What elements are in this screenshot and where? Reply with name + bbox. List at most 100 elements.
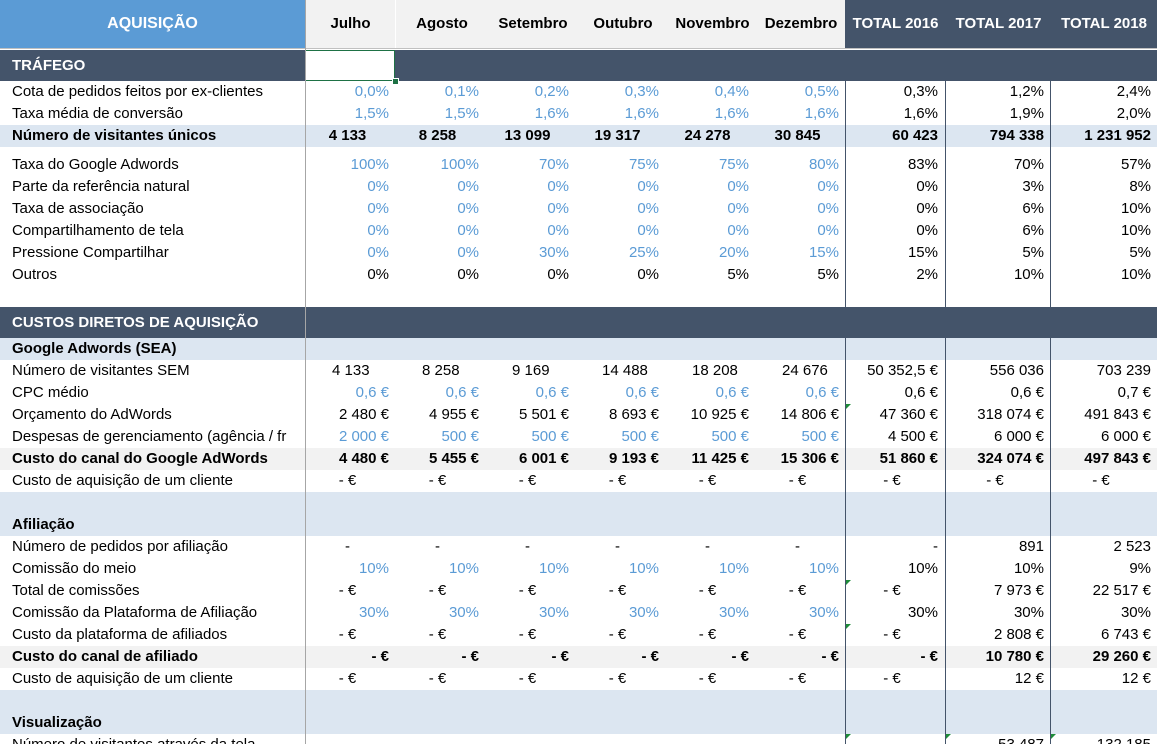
- selected-cell[interactable]: [305, 50, 395, 81]
- header-month-5[interactable]: Dezembro: [757, 0, 845, 48]
- row-value[interactable]: - €: [518, 670, 537, 687]
- row-value[interactable]: 12 €: [1121, 670, 1151, 687]
- row-value[interactable]: - €: [428, 582, 447, 599]
- row-value[interactable]: 24 278: [684, 127, 731, 144]
- row-value[interactable]: - €: [338, 670, 357, 687]
- header-month-4[interactable]: Novembro: [668, 0, 757, 48]
- row-value[interactable]: 2 480 €: [338, 406, 389, 423]
- row-value[interactable]: 5%: [1022, 244, 1044, 261]
- row-value[interactable]: 57%: [1120, 156, 1151, 173]
- row-value[interactable]: 10%: [538, 560, 569, 577]
- row-value[interactable]: 9 169: [512, 362, 550, 379]
- header-month-0[interactable]: Julho: [306, 0, 395, 48]
- header-month-1[interactable]: Agosto: [396, 0, 488, 48]
- row-value[interactable]: 0,6 €: [1010, 384, 1044, 401]
- row-value[interactable]: 100%: [350, 156, 389, 173]
- row-value[interactable]: 7 973 €: [993, 582, 1044, 599]
- row-value[interactable]: 4 480 €: [338, 450, 389, 467]
- row-value[interactable]: 0%: [727, 200, 749, 217]
- row-value[interactable]: 70%: [538, 156, 569, 173]
- row-value[interactable]: - €: [338, 626, 357, 643]
- row-value[interactable]: 497 843 €: [1084, 450, 1151, 467]
- row-value[interactable]: 70%: [1013, 156, 1044, 173]
- row-value[interactable]: 10%: [1013, 560, 1044, 577]
- row-value[interactable]: 0%: [727, 178, 749, 195]
- row-value[interactable]: 6 743 €: [1100, 626, 1151, 643]
- row-value[interactable]: 0%: [367, 266, 389, 283]
- row-value[interactable]: 0%: [367, 222, 389, 239]
- row-value[interactable]: 0%: [637, 200, 659, 217]
- row-value[interactable]: 9%: [1129, 560, 1151, 577]
- row-value[interactable]: 0%: [547, 200, 569, 217]
- row-value[interactable]: 30%: [1013, 604, 1044, 621]
- row-value[interactable]: 0%: [817, 178, 839, 195]
- row-value[interactable]: 556 036: [989, 362, 1044, 379]
- table-row[interactable]: Custo do canal do Google AdWords 4 480 € 5…: [0, 448, 1157, 470]
- table-row[interactable]: Número de visitantes SEM 4 133 8 258 9 169 1…: [0, 360, 1157, 382]
- row-value[interactable]: 0,5%: [804, 83, 839, 100]
- row-value[interactable]: 80%: [808, 156, 839, 173]
- row-value[interactable]: 500 €: [441, 428, 479, 445]
- row-value[interactable]: 30%: [358, 604, 389, 621]
- row-value[interactable]: 10%: [1120, 200, 1151, 217]
- row-value[interactable]: 0,6 €: [715, 384, 749, 401]
- table-row[interactable]: Pressione Compartilhar 0% 0% 30% 25% 20% 15% 15…: [0, 242, 1157, 264]
- row-value[interactable]: 0,6 €: [445, 384, 479, 401]
- row-value[interactable]: - €: [338, 582, 357, 599]
- table-row[interactable]: Afiliação: [0, 514, 1157, 536]
- row-value[interactable]: 15 306 €: [780, 450, 839, 467]
- row-value[interactable]: - €: [1092, 472, 1110, 489]
- row-value[interactable]: 0%: [457, 266, 479, 283]
- row-value[interactable]: 1,5%: [354, 105, 389, 122]
- row-value[interactable]: 500 €: [621, 428, 659, 445]
- row-value[interactable]: - €: [551, 648, 569, 665]
- table-row[interactable]: Comissão do meio 10% 10% 10% 10% 10% 10% 10% 10%…: [0, 558, 1157, 580]
- row-value[interactable]: 18 208: [692, 362, 738, 379]
- row-value[interactable]: 0%: [367, 200, 389, 217]
- row-value[interactable]: 5%: [1129, 244, 1151, 261]
- row-value[interactable]: 0%: [457, 244, 479, 261]
- row-value[interactable]: 703 239: [1096, 362, 1151, 379]
- row-value[interactable]: - €: [698, 670, 717, 687]
- row-value[interactable]: - €: [428, 626, 447, 643]
- row-value[interactable]: 0%: [817, 200, 839, 217]
- row-value[interactable]: 6 000 €: [993, 428, 1044, 445]
- row-value[interactable]: - €: [371, 648, 389, 665]
- header-total-0[interactable]: TOTAL 2016: [845, 0, 946, 48]
- row-value[interactable]: 8%: [1129, 178, 1151, 195]
- row-value[interactable]: 10%: [628, 560, 659, 577]
- row-value[interactable]: 0%: [367, 244, 389, 261]
- row-value[interactable]: 10 780 €: [985, 648, 1044, 665]
- table-row[interactable]: Número de visitantes únicos 4 133 8 258 13 …: [0, 125, 1157, 147]
- row-value[interactable]: -: [615, 538, 620, 555]
- row-value[interactable]: 2 808 €: [993, 626, 1044, 643]
- row-value[interactable]: 51 860 €: [879, 450, 938, 467]
- row-value[interactable]: -: [345, 538, 350, 555]
- row-value[interactable]: 0%: [916, 178, 938, 195]
- row-value[interactable]: 5 455 €: [428, 450, 479, 467]
- row-value[interactable]: - €: [986, 472, 1004, 489]
- row-value[interactable]: - €: [788, 472, 807, 489]
- row-value[interactable]: 1 231 952: [1084, 127, 1151, 144]
- row-value[interactable]: 60 423: [892, 127, 938, 144]
- row-value[interactable]: 1,6%: [903, 105, 938, 122]
- row-value[interactable]: 0,6 €: [355, 384, 389, 401]
- row-value[interactable]: - €: [338, 472, 357, 489]
- row-value[interactable]: 10 925 €: [690, 406, 749, 423]
- row-value[interactable]: 47 360 €: [879, 406, 938, 423]
- row-value[interactable]: 30%: [1120, 604, 1151, 621]
- row-value[interactable]: 4 133: [332, 362, 370, 379]
- row-value[interactable]: 1,6%: [534, 105, 569, 122]
- row-value[interactable]: 8 258: [418, 127, 457, 144]
- row-value[interactable]: 50 352,5 €: [867, 362, 938, 379]
- row-value[interactable]: [666, 734, 749, 744]
- row-value[interactable]: [756, 734, 839, 744]
- row-value[interactable]: 5%: [727, 266, 749, 283]
- fill-handle[interactable]: [392, 78, 399, 85]
- row-value[interactable]: 20%: [718, 244, 749, 261]
- row-value[interactable]: -: [525, 538, 530, 555]
- row-value[interactable]: 2%: [916, 266, 938, 283]
- table-row[interactable]: Taxa média de conversão 1,5% 1,5% 1,6% 1,6% 1…: [0, 103, 1157, 125]
- table-row[interactable]: Número de pedidos por afiliação - - - - - - - 89…: [0, 536, 1157, 558]
- row-value[interactable]: 10%: [718, 560, 749, 577]
